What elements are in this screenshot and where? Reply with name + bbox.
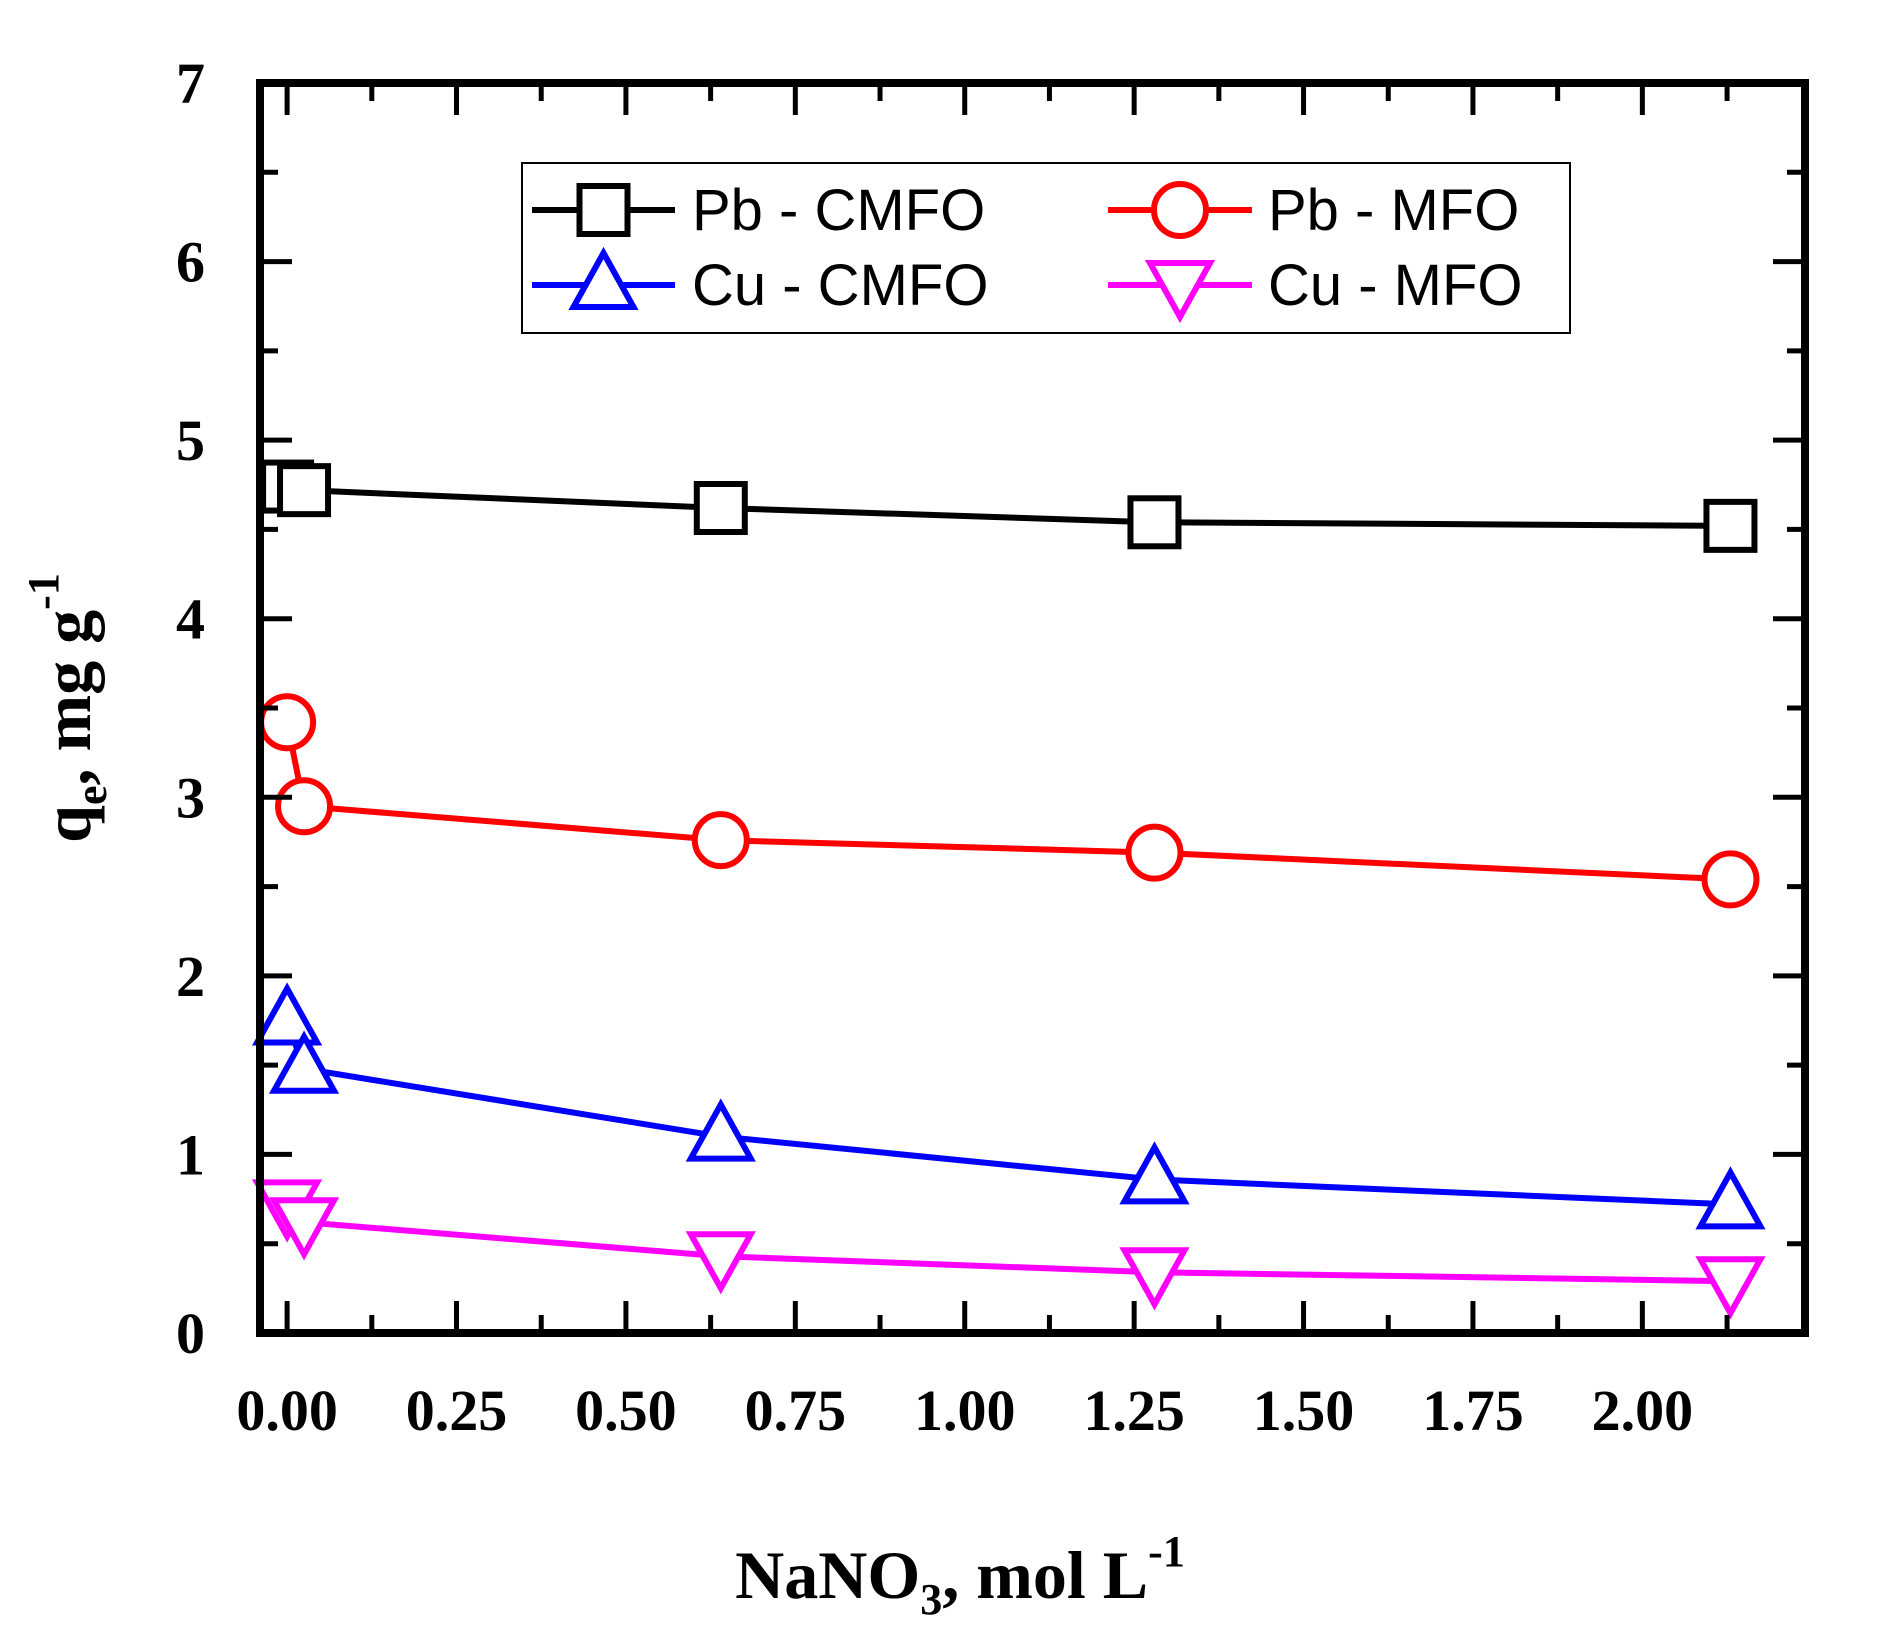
- data-point-pb-mfo: [1701, 850, 1760, 909]
- x-tick-label: 1.50: [1253, 1378, 1355, 1443]
- axis-ticks: [260, 80, 1805, 1336]
- legend-item-cu-mfo: Cu - MFO: [1108, 253, 1523, 324]
- data-point-cu-mfo: [268, 1197, 340, 1261]
- series-cu-cmfo: [252, 982, 1766, 1230]
- data-point-cu-mfo: [1695, 1256, 1766, 1320]
- legend-item-pb-mfo: Pb - MFO: [1108, 178, 1519, 243]
- y-tick-label: 5: [176, 408, 205, 473]
- data-point-pb-cmfo: [1703, 498, 1758, 553]
- data-point-pb-mfo: [275, 777, 334, 836]
- y-tick-label: 4: [176, 587, 205, 652]
- y-tick-label: 2: [176, 944, 205, 1009]
- legend: Pb - CMFO Pb - MFO Cu - CMFO Cu - MFO: [521, 162, 1571, 334]
- data-point-pb-mfo: [691, 811, 750, 870]
- series-line-cu-mfo: [284, 1202, 1731, 1285]
- y-tick-label: 0: [176, 1301, 205, 1366]
- x-tick-label: 2.00: [1592, 1378, 1694, 1443]
- legend-label: Cu - MFO: [1268, 253, 1523, 318]
- legend-marker: [1144, 260, 1216, 324]
- x-tick-label: 0.75: [745, 1378, 847, 1443]
- data-point-cu-mfo: [1119, 1247, 1190, 1311]
- x-tick-label: 0.00: [236, 1378, 338, 1443]
- data-point-cu-mfo: [685, 1231, 756, 1295]
- tick-labels: 0.00 0.25 0.50 0.75 1.00 1.25 1.50 1.75 2.00 0 1 2 3…: [176, 51, 1693, 1443]
- legend-label: Pb - CMFO: [692, 178, 985, 243]
- data-point-pb-mfo: [258, 693, 317, 752]
- data-point-cu-cmfo: [685, 1098, 756, 1162]
- x-tick-label: 1.00: [914, 1378, 1016, 1443]
- series-line-pb-cmfo: [286, 483, 1731, 529]
- x-axis-title: NaNO3, mol L-1: [735, 1527, 1185, 1624]
- y-axis-title: qe, mg g-1: [19, 573, 116, 843]
- y-tick-label: 7: [176, 51, 205, 116]
- data-point-cu-cmfo: [268, 1030, 340, 1094]
- x-tick-label: 1.25: [1083, 1378, 1185, 1443]
- legend-item-cu-cmfo: Cu - CMFO: [532, 246, 988, 318]
- series-pb-mfo: [258, 693, 1760, 909]
- y-tick-label: 6: [176, 230, 205, 295]
- data-point-pb-mfo: [1125, 823, 1184, 882]
- series-pb-cmfo: [260, 459, 1758, 553]
- x-tick-label: 0.50: [575, 1378, 677, 1443]
- x-tick-label: 1.75: [1422, 1378, 1524, 1443]
- data-point-cu-cmfo: [1695, 1166, 1766, 1230]
- data-point-pb-cmfo: [1127, 495, 1182, 550]
- series-cu-mfo: [252, 1179, 1766, 1320]
- legend-label: Pb - MFO: [1268, 178, 1519, 243]
- y-tick-label: 3: [176, 765, 205, 830]
- plot-area: [252, 459, 1766, 1320]
- data-point-cu-cmfo: [1119, 1141, 1190, 1205]
- data-point-cu-cmfo: [252, 982, 323, 1046]
- y-tick-label: 1: [176, 1122, 205, 1187]
- legend-item-pb-cmfo: Pb - CMFO: [532, 178, 985, 243]
- data-point-pb-cmfo: [693, 481, 748, 535]
- x-tick-label: 0.25: [406, 1378, 508, 1443]
- series-line-cu-cmfo: [284, 1019, 1731, 1208]
- legend-marker: [1151, 181, 1209, 239]
- legend-marker: [576, 183, 631, 237]
- series-line-pb-mfo: [284, 721, 1731, 883]
- data-point-pb-cmfo: [277, 463, 332, 518]
- legend-label: Cu - CMFO: [692, 253, 988, 318]
- legend-box: [521, 162, 1571, 334]
- legend-marker: [568, 246, 639, 310]
